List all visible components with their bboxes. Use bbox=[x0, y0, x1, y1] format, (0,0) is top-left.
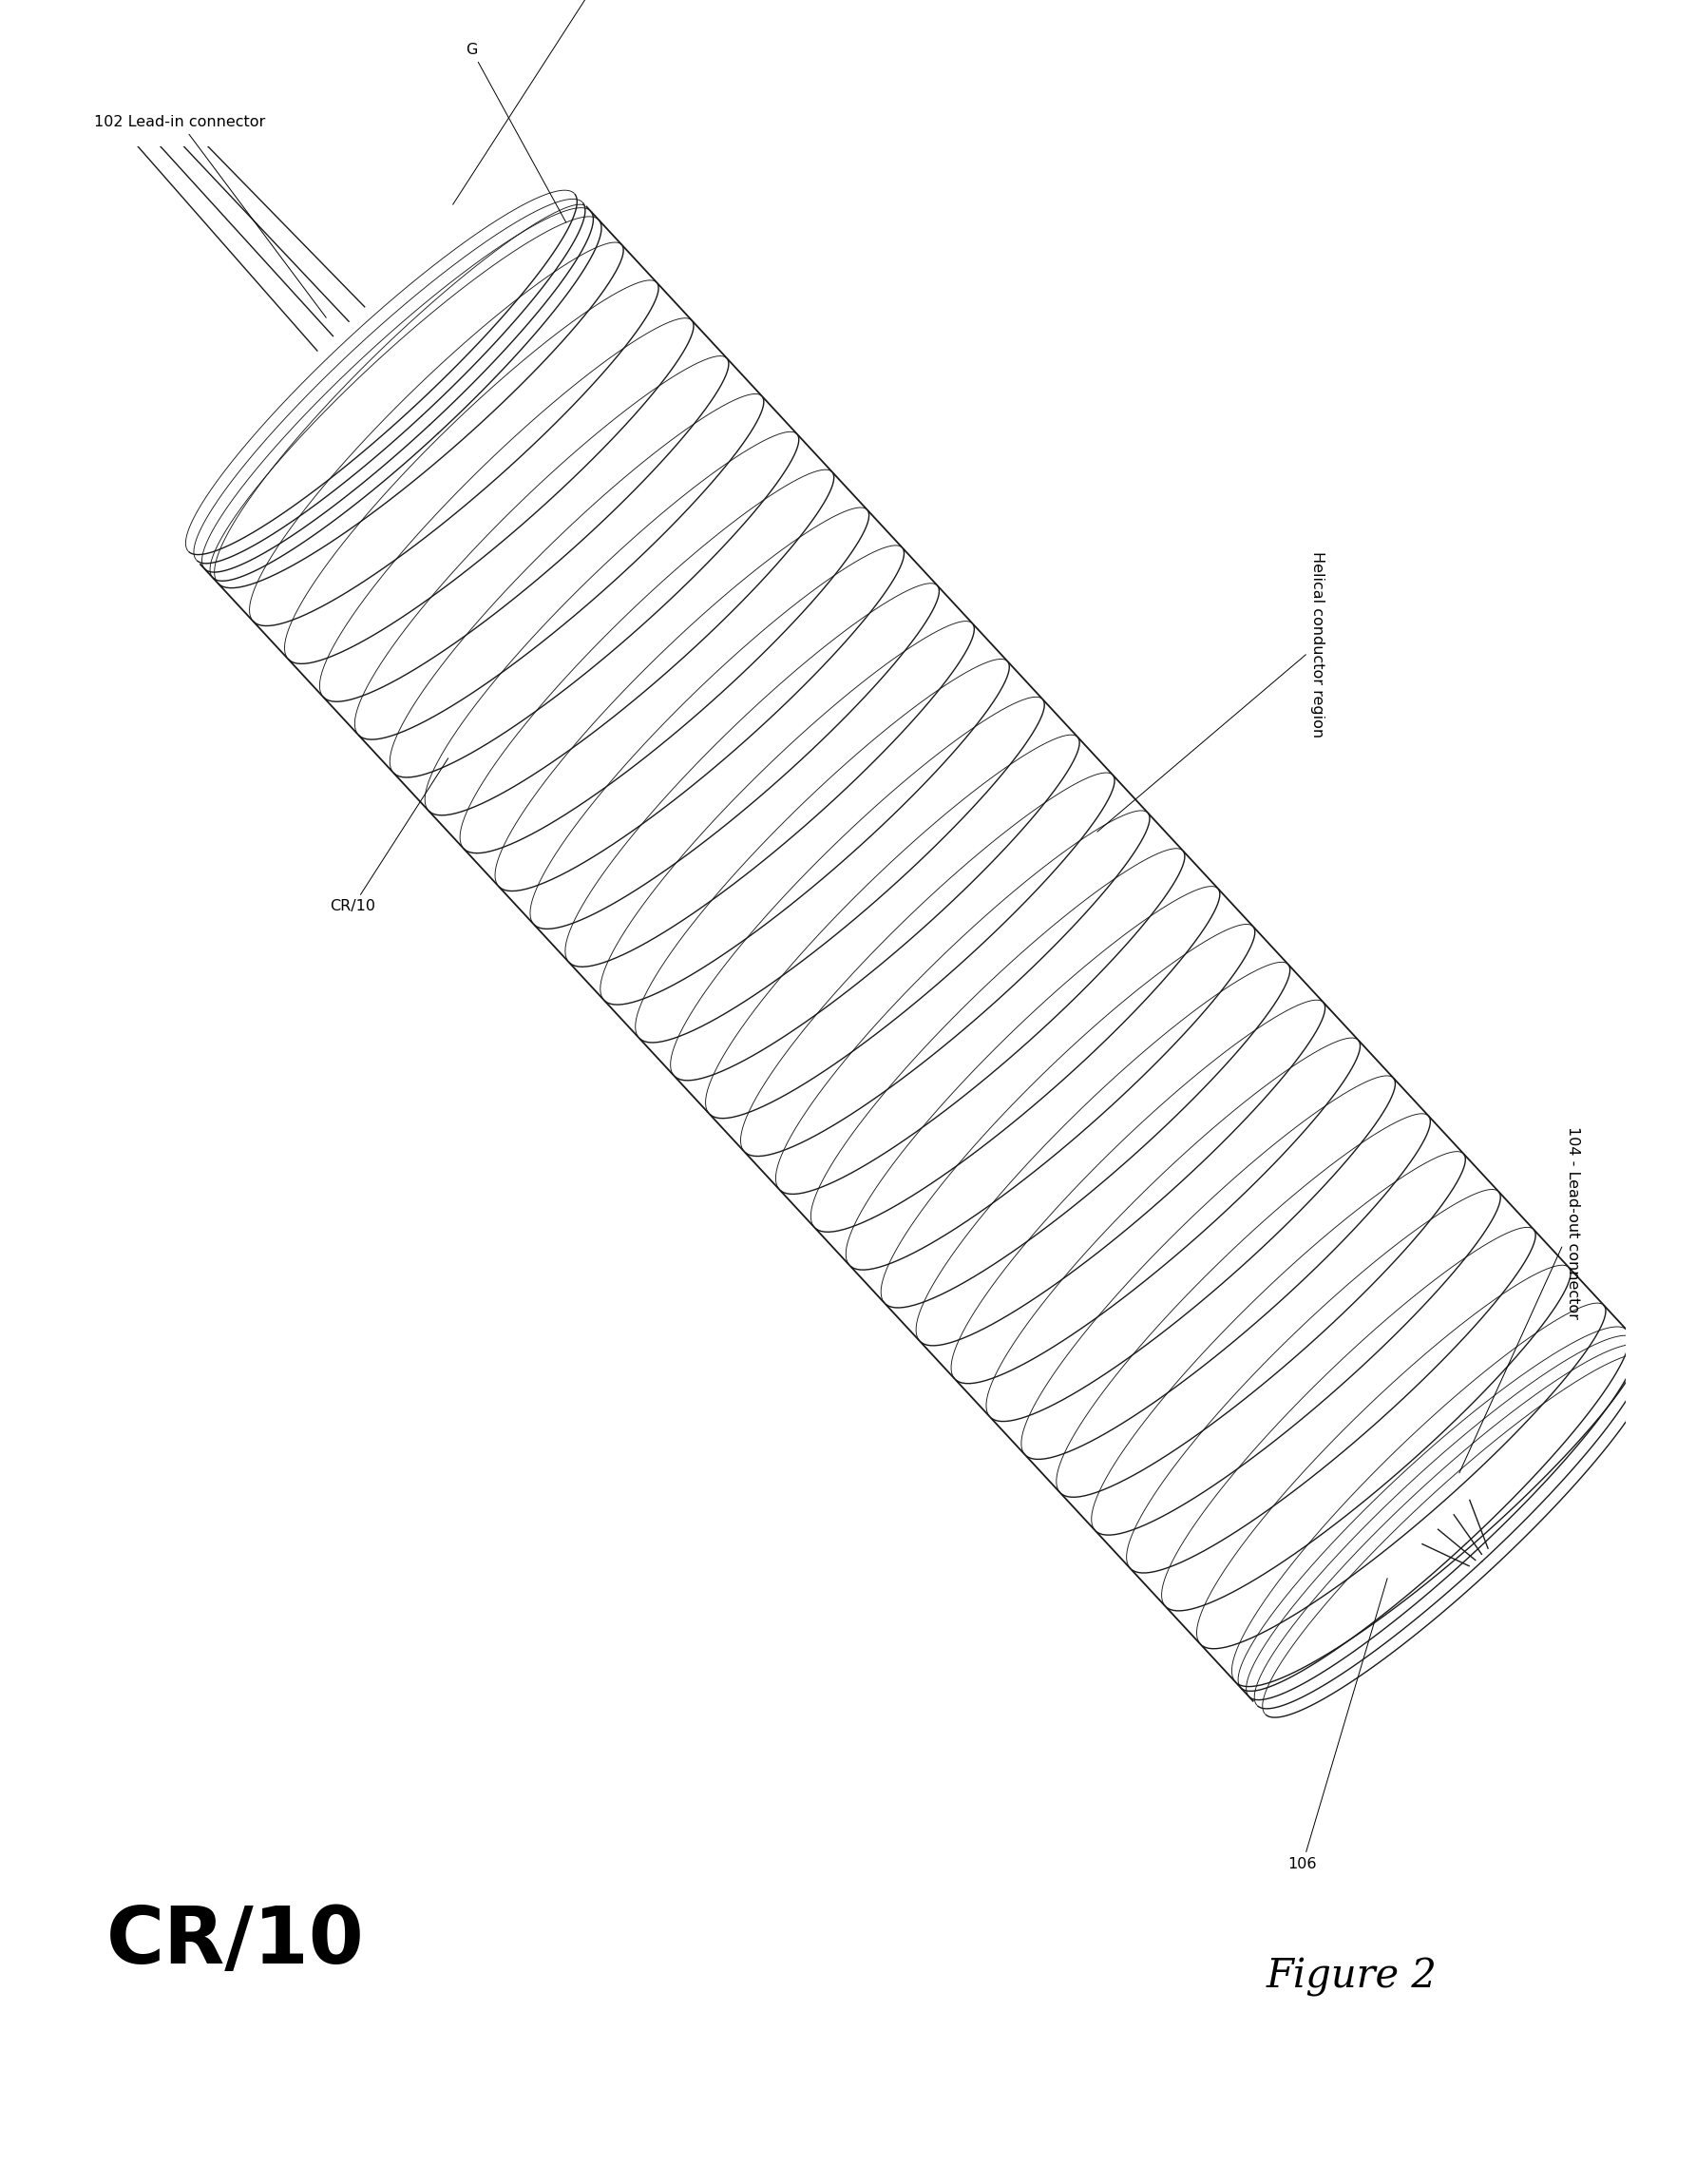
Text: 108: 108 bbox=[453, 0, 609, 205]
Text: CR/10: CR/10 bbox=[107, 1902, 365, 1979]
Text: Figure 2: Figure 2 bbox=[1267, 1957, 1438, 1996]
Text: 106: 106 bbox=[1287, 1579, 1387, 1872]
Text: Helical conductor region: Helical conductor region bbox=[1097, 550, 1325, 832]
Text: CR/10: CR/10 bbox=[331, 758, 448, 913]
Text: G: G bbox=[466, 44, 566, 223]
Text: 102 Lead-in connector: 102 Lead-in connector bbox=[95, 116, 326, 317]
Text: 104 - Lead-out connector: 104 - Lead-out connector bbox=[1459, 1127, 1581, 1472]
